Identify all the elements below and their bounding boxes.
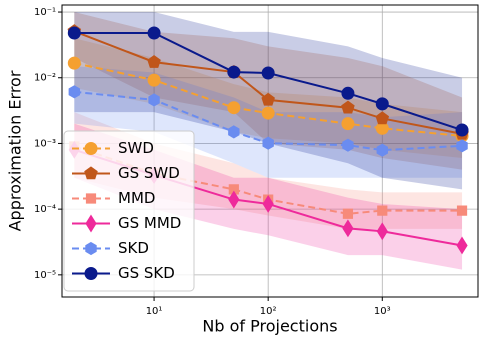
legend-label: MMD — [118, 189, 155, 207]
data-point — [262, 136, 274, 150]
legend-marker — [85, 193, 97, 204]
data-point — [261, 106, 275, 120]
x-tick-label: 10¹ — [146, 306, 163, 317]
data-point — [68, 85, 81, 99]
legend-marker — [84, 142, 98, 155]
data-point — [342, 138, 354, 152]
data-point — [341, 86, 355, 100]
x-tick-label: 10³ — [374, 306, 391, 317]
legend-label: GS SWD — [118, 164, 180, 182]
data-point — [67, 56, 81, 70]
y-tick-label: 10⁻¹ — [34, 7, 56, 18]
data-point — [148, 93, 160, 107]
x-tick-label: 10² — [260, 306, 277, 317]
legend-marker — [85, 241, 97, 256]
data-point — [375, 111, 390, 125]
data-point — [262, 194, 274, 213]
x-axis-label: Nb of Projections — [202, 317, 337, 336]
data-point — [456, 236, 468, 255]
data-point — [376, 143, 388, 157]
data-point — [147, 26, 161, 40]
error-band — [74, 12, 463, 170]
legend-marker — [85, 214, 97, 233]
data-point — [228, 190, 240, 209]
data-point — [228, 125, 240, 139]
legend-label: GS SKD — [118, 264, 175, 282]
data-point — [147, 54, 161, 68]
legend-label: GS MMD — [118, 214, 181, 232]
legend-label: SWD — [118, 139, 154, 157]
data-point — [342, 219, 354, 238]
data-point — [261, 92, 275, 106]
data-point — [261, 66, 275, 80]
y-tick-label: 10⁻⁴ — [34, 204, 56, 215]
data-point — [227, 65, 241, 79]
data-point — [342, 208, 354, 219]
data-point — [456, 205, 468, 216]
data-point — [456, 139, 468, 153]
legend-marker — [84, 267, 98, 280]
data-point — [375, 97, 389, 111]
legend-label: SKD — [118, 239, 149, 257]
error-band — [74, 66, 463, 178]
legend-marker — [84, 166, 98, 180]
plot-frame — [61, 4, 479, 298]
data-point — [376, 222, 388, 241]
y-tick-label: 10⁻³ — [34, 138, 56, 149]
data-point — [341, 100, 355, 114]
data-point — [227, 101, 241, 115]
data-point — [67, 26, 81, 40]
y-tick-label: 10⁻⁵ — [34, 270, 56, 281]
y-axis-label: Approximation Error — [6, 70, 25, 231]
data-point — [455, 123, 469, 137]
data-point — [147, 73, 161, 87]
y-tick-label: 10⁻² — [34, 73, 56, 84]
data-point — [377, 205, 388, 216]
data-point — [341, 117, 355, 131]
